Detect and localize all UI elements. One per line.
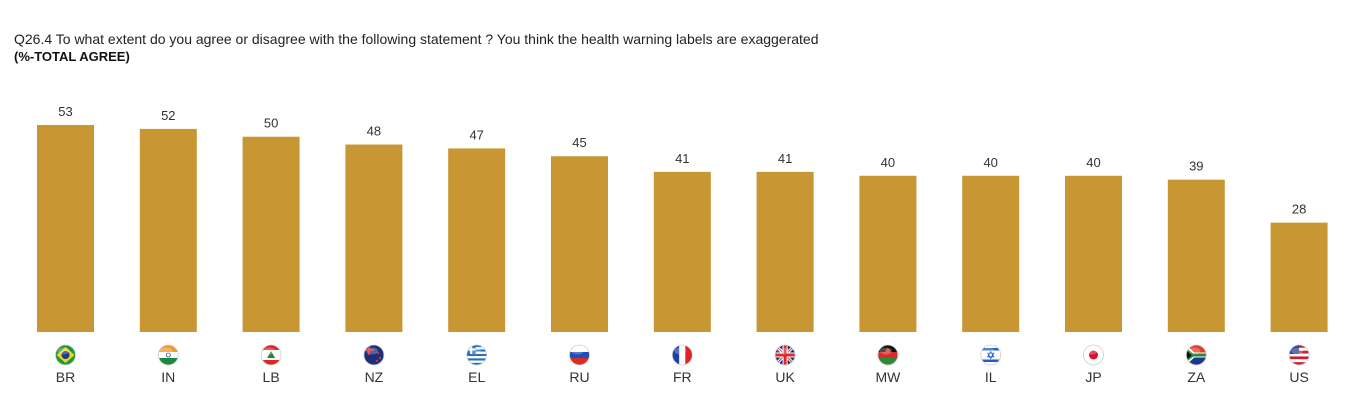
chart-question: Q26.4 To what extent do you agree or dis…: [14, 31, 819, 47]
bar-nz: [345, 144, 403, 332]
bar-fr: [653, 171, 711, 332]
category-label-uk: UK: [775, 369, 795, 385]
category-label-ru: RU: [569, 369, 589, 385]
category-label-jp: JP: [1085, 369, 1101, 385]
flag-russia-icon: [569, 344, 590, 366]
bar-il: [962, 175, 1020, 332]
category-label-za: ZA: [1187, 369, 1206, 385]
value-label-jp: 40: [1086, 155, 1100, 170]
flag-brazil-icon: [55, 344, 76, 366]
bar-jp: [1065, 175, 1122, 332]
bar-mw: [859, 175, 917, 332]
bar-in: [139, 128, 197, 332]
flag-usa-icon: [1288, 344, 1310, 366]
value-label-nz: 48: [367, 124, 381, 139]
value-label-in: 52: [161, 108, 175, 123]
flag-new-zealand-icon: [363, 344, 385, 366]
category-label-mw: MW: [875, 369, 901, 385]
bar-uk: [756, 171, 814, 332]
value-label-fr: 41: [675, 151, 689, 166]
category-label-in: IN: [161, 369, 175, 385]
bar-us: [1270, 222, 1328, 332]
value-label-za: 39: [1189, 159, 1203, 174]
flag-israel-icon: [980, 344, 1002, 366]
value-label-lb: 50: [264, 116, 278, 131]
category-label-lb: LB: [263, 369, 280, 385]
value-label-el: 47: [469, 127, 483, 142]
category-label-br: BR: [56, 369, 75, 385]
flag-lebanon-icon: [260, 344, 282, 366]
category-label-il: IL: [985, 369, 997, 385]
value-label-uk: 41: [778, 151, 792, 166]
bar-za: [1167, 179, 1225, 332]
flag-malawi-icon: [877, 344, 899, 366]
value-label-ru: 45: [572, 135, 586, 150]
value-label-br: 53: [58, 104, 72, 119]
bar-lb: [242, 136, 300, 332]
flag-uk-icon: [774, 344, 796, 366]
category-label-us: US: [1289, 369, 1308, 385]
value-label-il: 40: [983, 155, 997, 170]
flag-france-icon: [671, 344, 693, 366]
value-label-us: 28: [1292, 202, 1306, 217]
flag-south-africa-icon: [1185, 344, 1207, 366]
category-label-fr: FR: [673, 369, 692, 385]
flag-india-icon: [157, 344, 179, 366]
category-label-el: EL: [468, 369, 485, 385]
flag-japan-icon: [1083, 344, 1104, 366]
bar-ru: [551, 156, 608, 332]
flag-greece-icon: [466, 344, 488, 366]
category-label-nz: NZ: [365, 369, 384, 385]
bar-br: [37, 125, 94, 332]
bar-el: [448, 148, 506, 332]
value-label-mw: 40: [881, 155, 895, 170]
chart-subtitle: (%-TOTAL AGREE): [14, 49, 130, 64]
